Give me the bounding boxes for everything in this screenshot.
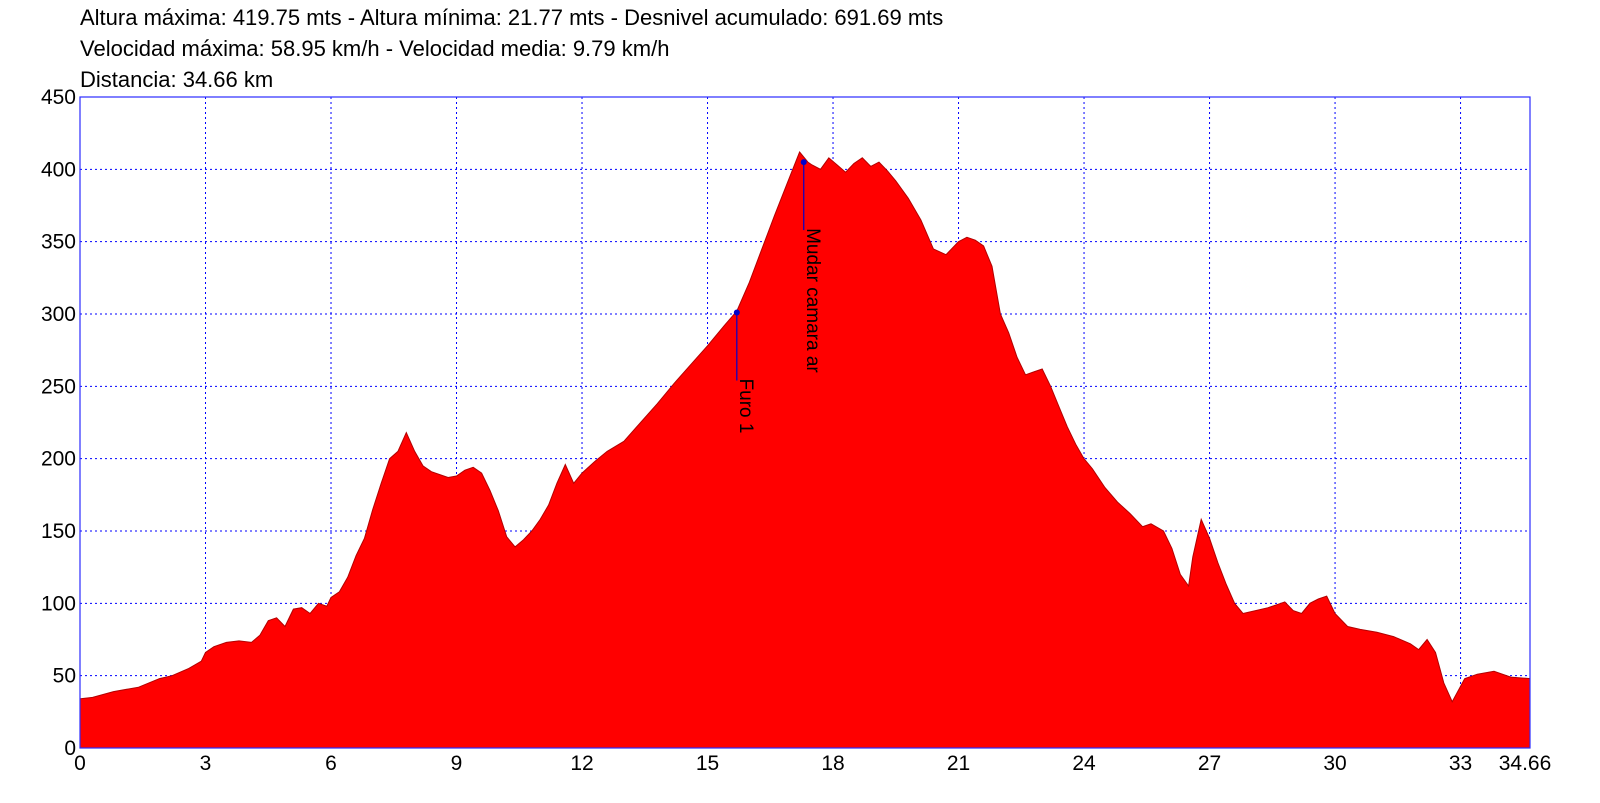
x-tick-label: 24 [1072, 752, 1096, 775]
axes: 0 3 6 9 12 15 18 21 24 27 30 33 34.66 0 50 100 150 200 250… [41, 86, 1551, 775]
y-tick-label: 150 [41, 520, 76, 543]
x-tick-label: 18 [821, 752, 844, 775]
y-tick-label: 350 [41, 231, 76, 254]
x-tick-label: 0 [74, 752, 86, 775]
stats-line-altitude: Altura máxima: 419.75 mts - Altura mínim… [80, 5, 944, 30]
annotation-1: Mudar camara ar [800, 159, 823, 373]
stats-header: Altura máxima: 419.75 mts - Altura mínim… [80, 2, 943, 95]
x-tick-label: 15 [696, 752, 719, 775]
x-tick-label: 33 [1449, 752, 1472, 775]
x-tick-label: 6 [325, 752, 337, 775]
x-tick-label: 27 [1198, 752, 1221, 775]
x-tick-label: 30 [1323, 752, 1346, 775]
y-tick-label: 200 [41, 448, 76, 471]
annotations: Furo 1 Mudar camara ar [733, 159, 823, 434]
y-tick-label: 0 [64, 737, 76, 760]
stats-line-distance: Distancia: 34.66 km [80, 67, 274, 92]
annotation-0: Furo 1 [733, 309, 756, 434]
x-tick-label: 34.66 [1499, 752, 1552, 775]
x-tick-label: 9 [451, 752, 463, 775]
y-tick-label: 250 [41, 375, 76, 398]
x-tick-label: 3 [200, 752, 212, 775]
x-tick-label: 21 [947, 752, 970, 775]
plot-frame [79, 96, 1531, 749]
x-tick-label: 12 [570, 752, 593, 775]
annotation-label: Furo 1 [735, 379, 756, 434]
elevation-area [79, 151, 1531, 749]
stats-line-speed: Velocidad máxima: 58.95 km/h - Velocidad… [80, 36, 670, 61]
y-tick-label: 300 [41, 303, 76, 326]
y-tick-label: 450 [41, 86, 76, 109]
y-tick-label: 400 [41, 158, 76, 181]
annotation-label: Mudar camara ar [802, 228, 823, 373]
y-tick-label: 100 [41, 592, 76, 615]
y-tick-label: 50 [53, 665, 76, 688]
